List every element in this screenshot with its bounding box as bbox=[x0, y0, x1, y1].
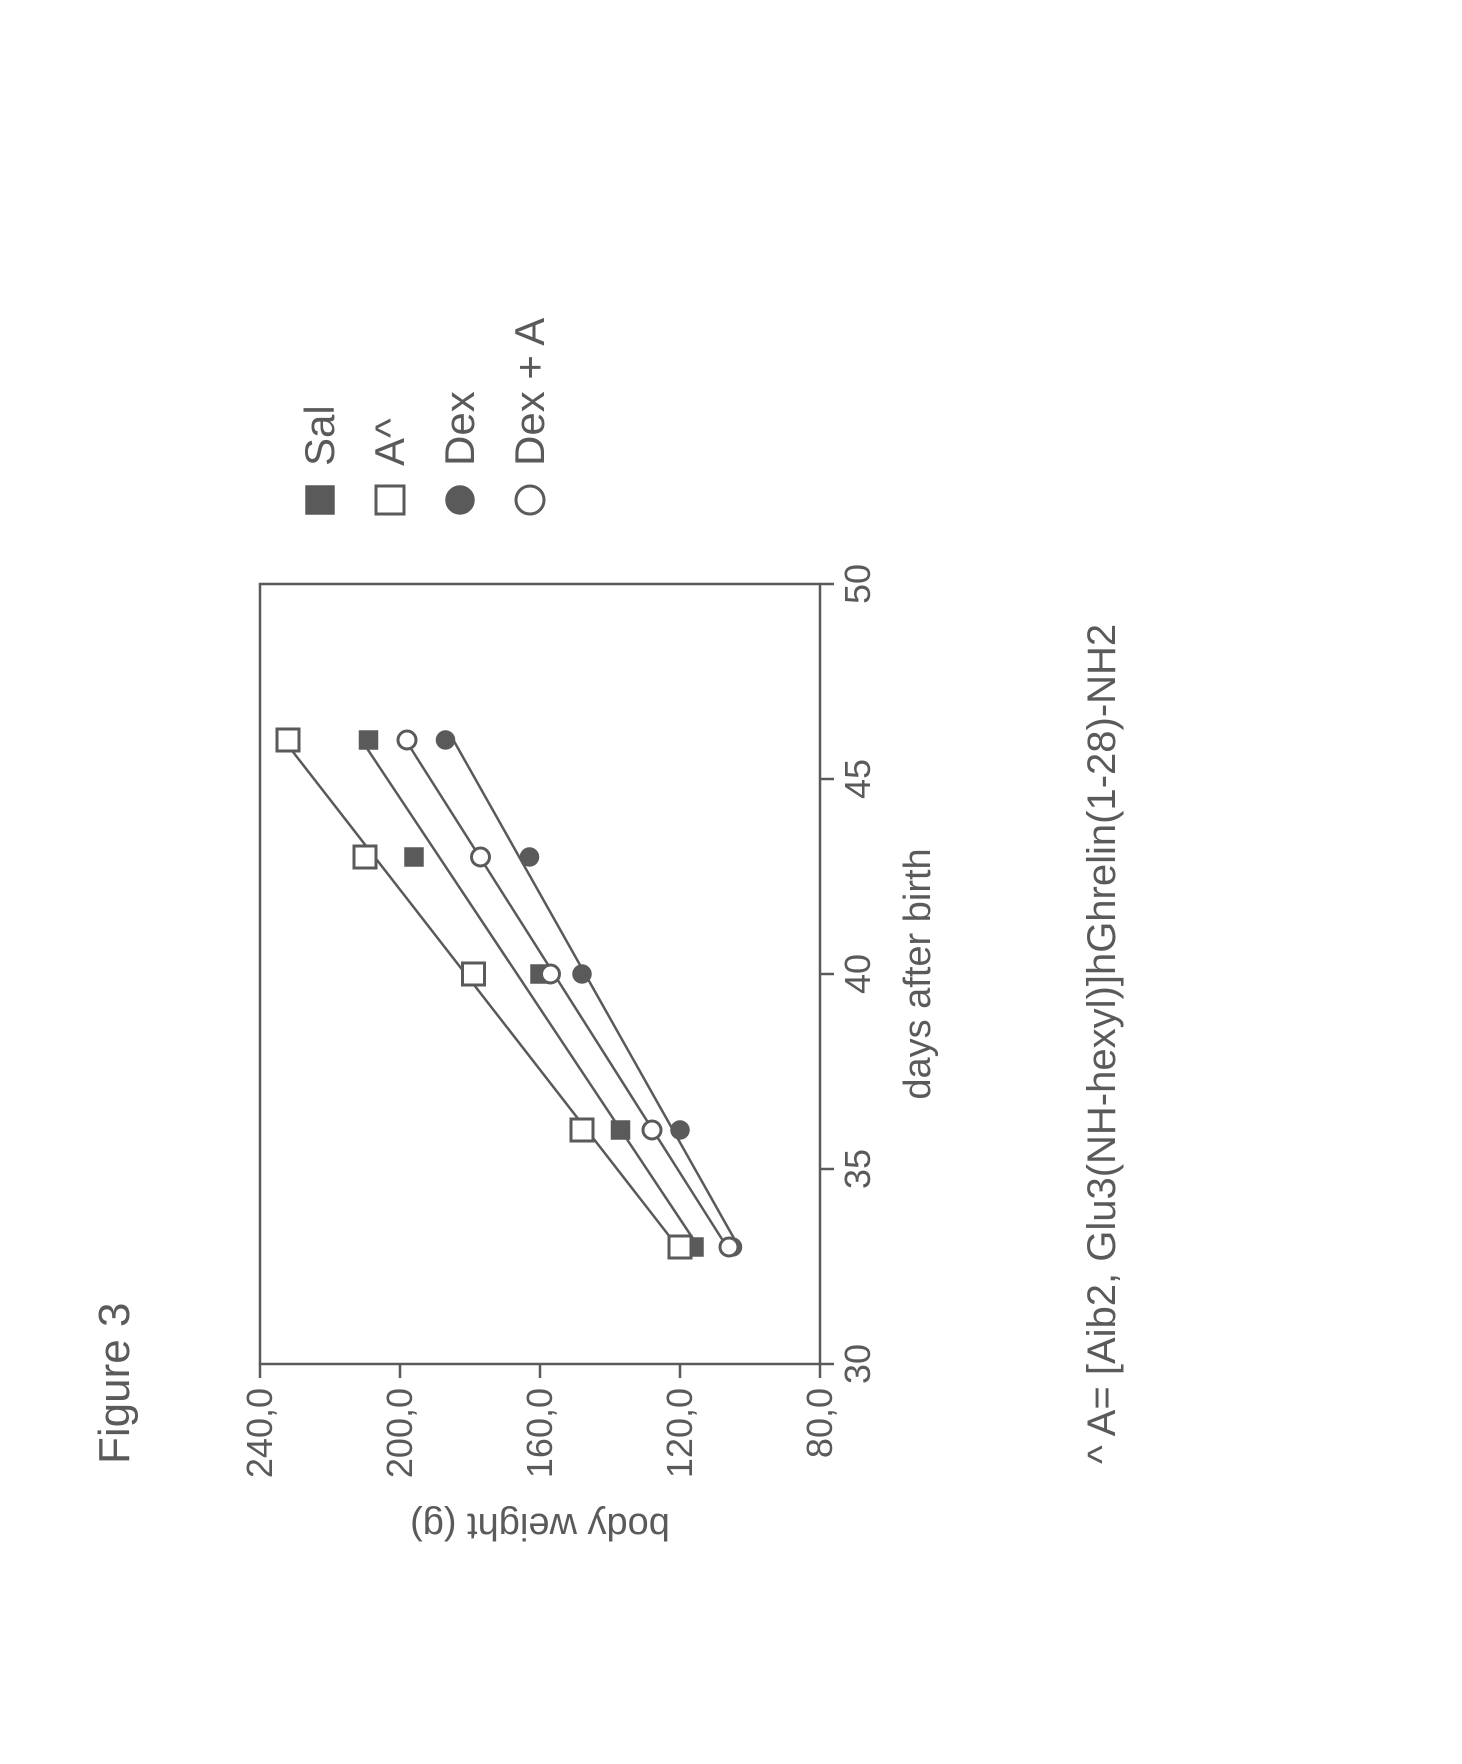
marker-dex bbox=[437, 731, 455, 749]
marker-dexa bbox=[542, 965, 560, 983]
legend-item-a: A^ bbox=[366, 418, 413, 514]
legend: Sal A^ Dex Dex + A bbox=[296, 318, 553, 514]
legend-label-dex: Dex bbox=[436, 391, 483, 466]
x-tick-label: 45 bbox=[837, 759, 878, 799]
marker-sal bbox=[405, 848, 423, 866]
footnote-body: [Aib2, Glu3(NH-hexyl)]hGhrelin(1-28)-NH2 bbox=[1080, 624, 1124, 1375]
marker-dexa bbox=[398, 731, 416, 749]
footnote: ^ A= [Aib2, Glu3(NH-hexyl)]hGhrelin(1-28… bbox=[1080, 624, 1125, 1464]
series-line-dex bbox=[453, 740, 738, 1247]
legend-label-dexa: Dex + A bbox=[506, 318, 553, 466]
x-tick-label: 50 bbox=[837, 564, 878, 604]
x-tick-label: 40 bbox=[837, 954, 878, 994]
legend-marker-dex bbox=[446, 486, 474, 514]
marker-a bbox=[463, 963, 485, 985]
figure-title: Figure 3 bbox=[90, 1303, 140, 1464]
marker-dexa bbox=[472, 848, 490, 866]
legend-label-sal: Sal bbox=[296, 405, 343, 466]
marker-dexa bbox=[720, 1238, 738, 1256]
x-tick-label: 35 bbox=[837, 1149, 878, 1189]
y-tick-label: 80,0 bbox=[799, 1388, 840, 1458]
y-tick-label: 120,0 bbox=[659, 1388, 700, 1478]
y-tick-label: 160,0 bbox=[519, 1388, 560, 1478]
y-tick-label: 200,0 bbox=[379, 1388, 420, 1478]
marker-dex bbox=[521, 848, 539, 866]
legend-label-a: A^ bbox=[366, 418, 413, 466]
marker-dexa bbox=[643, 1121, 661, 1139]
x-axis-label: days after birth bbox=[897, 848, 939, 1099]
x-tick-label: 30 bbox=[837, 1344, 878, 1384]
legend-item-sal: Sal bbox=[296, 405, 343, 514]
footnote-prefix: ^ A= bbox=[1080, 1375, 1124, 1464]
legend-marker-sal bbox=[306, 486, 334, 514]
marker-sal bbox=[612, 1121, 630, 1139]
series-line-a bbox=[284, 740, 678, 1247]
body-weight-chart: 30 35 40 45 50 days after birth 80,0 120,0 160,0… bbox=[200, 164, 960, 1624]
legend-marker-dexa bbox=[516, 486, 544, 514]
series-line-sal bbox=[361, 740, 698, 1247]
marker-a bbox=[669, 1236, 691, 1258]
marker-dex bbox=[671, 1121, 689, 1139]
marker-a bbox=[277, 729, 299, 751]
marker-sal bbox=[360, 731, 378, 749]
y-axis-label: body weight (g) bbox=[410, 1505, 670, 1547]
marker-a bbox=[354, 846, 376, 868]
legend-item-dexa: Dex + A bbox=[506, 318, 553, 514]
legend-marker-a bbox=[376, 486, 404, 514]
y-tick-label: 240,0 bbox=[239, 1388, 280, 1478]
series-line-dexa bbox=[406, 740, 727, 1247]
legend-item-dex: Dex bbox=[436, 391, 483, 514]
marker-a bbox=[571, 1119, 593, 1141]
marker-dex bbox=[573, 965, 591, 983]
